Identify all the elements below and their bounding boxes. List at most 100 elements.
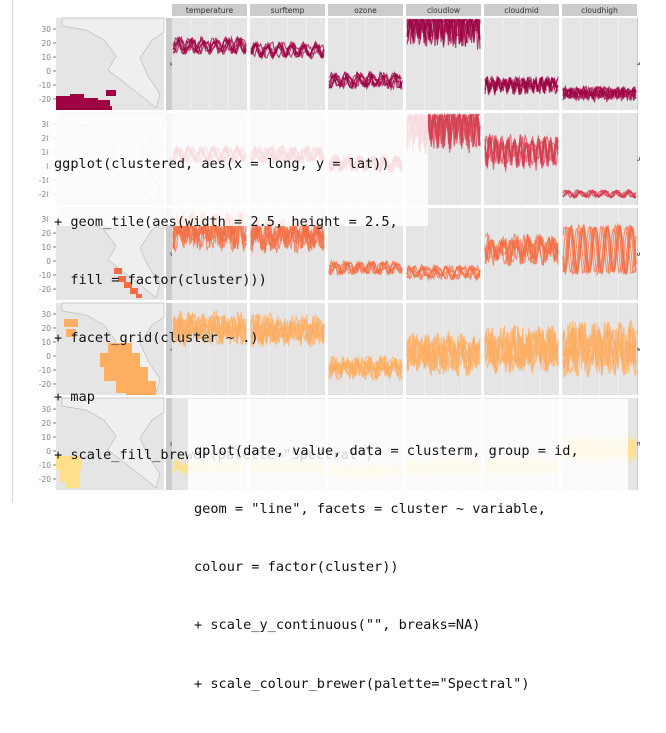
map-y-tick-label: -10 bbox=[39, 81, 51, 90]
series-line bbox=[562, 322, 637, 376]
map-cluster-tile bbox=[98, 100, 110, 106]
series-line bbox=[250, 218, 325, 253]
series-line bbox=[484, 75, 559, 96]
series-line bbox=[484, 325, 559, 373]
map-y-tick-label: -10 bbox=[39, 366, 51, 375]
map-cluster-tile bbox=[56, 456, 82, 470]
map-cluster-tile bbox=[106, 90, 116, 96]
series-line bbox=[250, 219, 325, 253]
series-line bbox=[484, 232, 559, 266]
code-line: qplot(date, value, data = clusterm, grou… bbox=[194, 442, 579, 459]
map-cluster-tile bbox=[60, 470, 80, 482]
map-cluster-tile bbox=[124, 282, 132, 288]
map-y-tick-label: 20 bbox=[41, 229, 51, 238]
map-cluster-tile bbox=[136, 294, 142, 298]
map-y-tick-label: 0 bbox=[46, 67, 51, 76]
series-line bbox=[562, 320, 637, 377]
series-line bbox=[328, 260, 403, 276]
map-y-tick-label: -10 bbox=[39, 176, 51, 185]
series-line bbox=[328, 72, 403, 91]
series-line bbox=[484, 75, 559, 95]
slide-left-border bbox=[12, 0, 13, 503]
series-line bbox=[484, 233, 559, 267]
map-facet-strip bbox=[166, 18, 175, 110]
map-coastline bbox=[61, 17, 165, 109]
code-line: + map bbox=[54, 388, 95, 405]
map-facet-strip bbox=[166, 208, 175, 300]
map-cluster-tile bbox=[66, 329, 76, 337]
map-y-tick-label: -20 bbox=[39, 285, 51, 294]
map-y-tick-label: 0 bbox=[46, 447, 51, 456]
map-cluster-tile bbox=[108, 343, 132, 353]
series-line bbox=[562, 224, 637, 275]
map-y-tick-label: 10 bbox=[41, 338, 51, 347]
series-line bbox=[406, 18, 480, 47]
series-line bbox=[406, 264, 481, 281]
column-facet-label: cloudlow bbox=[427, 6, 460, 15]
map-y-tick-label: 0 bbox=[46, 257, 51, 266]
series-line bbox=[562, 84, 637, 101]
series-line bbox=[562, 222, 637, 275]
series-line bbox=[562, 189, 637, 199]
map-y-tick-label: -20 bbox=[39, 475, 51, 484]
map-cluster-tile bbox=[64, 319, 78, 327]
map-y-tick-label: 10 bbox=[41, 148, 51, 157]
column-facet-label: cloudmid bbox=[504, 6, 539, 15]
map-y-tick-label: 20 bbox=[41, 134, 51, 143]
series-line bbox=[406, 18, 481, 44]
column-facet-strip bbox=[328, 4, 403, 16]
code-line: + scale_y_continuous("", breaks=NA) bbox=[194, 617, 481, 634]
series-line bbox=[484, 325, 559, 374]
map-coastline bbox=[61, 397, 165, 489]
map-cluster-tile bbox=[126, 391, 156, 395]
series-line bbox=[250, 40, 325, 61]
series-line bbox=[484, 234, 559, 266]
series-line bbox=[172, 311, 247, 347]
map-y-tick-label: 30 bbox=[41, 215, 51, 224]
column-facet-strip bbox=[484, 4, 559, 16]
code-line: + scale_colour_brewer(palette="Spectral"… bbox=[194, 675, 530, 692]
map-y-tick-label: -10 bbox=[39, 461, 51, 470]
map-y-tick-label: 0 bbox=[46, 352, 51, 361]
map-facet-strip bbox=[166, 303, 175, 395]
slide: 3020100-10-2013020100-10-2023020100-10-2… bbox=[12, 0, 641, 692]
column-facet-label: surftemp bbox=[271, 6, 305, 15]
map-facet-strip bbox=[166, 398, 175, 490]
column-facet-label: temperature bbox=[186, 6, 234, 15]
series-line bbox=[562, 224, 637, 276]
series-line bbox=[562, 189, 637, 199]
series-line bbox=[406, 332, 481, 375]
series-line bbox=[328, 357, 403, 381]
series-line bbox=[562, 189, 636, 199]
qplot-code-box: qplot(date, value, data = clusterm, grou… bbox=[188, 399, 628, 692]
map-cluster-tile bbox=[84, 98, 98, 106]
map-y-tick-label: 20 bbox=[41, 39, 51, 48]
code-line: colour = factor(cluster)) bbox=[194, 559, 399, 576]
map-cluster-tile bbox=[118, 276, 126, 282]
series-line bbox=[172, 35, 247, 55]
column-facet-label: cloudhigh bbox=[581, 6, 618, 15]
map-cluster-tile bbox=[56, 106, 112, 110]
map-cluster-tile bbox=[66, 482, 80, 488]
map-cluster-tile bbox=[100, 353, 140, 367]
map-y-tick-label: 10 bbox=[41, 53, 51, 62]
column-facet-strip bbox=[562, 4, 637, 16]
series-line bbox=[250, 313, 325, 348]
map-y-tick-label: -10 bbox=[39, 271, 51, 280]
series-line bbox=[484, 234, 559, 265]
map-y-tick-label: 10 bbox=[41, 243, 51, 252]
map-y-tick-label: 30 bbox=[41, 310, 51, 319]
map-y-tick-label: 20 bbox=[41, 419, 51, 428]
map-cluster-tile bbox=[104, 367, 148, 381]
map-y-tick-label: 30 bbox=[41, 120, 51, 129]
map-cluster-tile bbox=[56, 96, 70, 106]
series-line bbox=[484, 135, 559, 172]
series-line bbox=[562, 85, 637, 101]
column-facet-strip bbox=[406, 4, 481, 16]
map-y-tick-label: 30 bbox=[41, 405, 51, 414]
series-line bbox=[562, 225, 637, 275]
map-cluster-tile bbox=[116, 381, 156, 393]
series-line bbox=[172, 310, 247, 345]
map-cluster-tile bbox=[70, 94, 84, 106]
map-y-tick-label: 10 bbox=[41, 433, 51, 442]
